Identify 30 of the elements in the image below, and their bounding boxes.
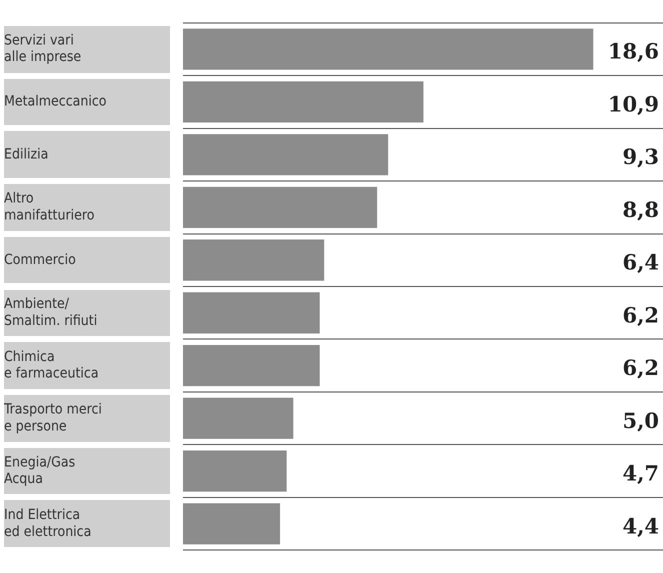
data-label: 5,0 <box>622 408 659 433</box>
bar <box>183 398 294 439</box>
bar <box>183 240 324 281</box>
y-tick-label: Metalmeccanico <box>4 94 107 110</box>
data-label: 4,4 <box>622 513 659 538</box>
data-label: 8,8 <box>622 196 659 222</box>
bar <box>183 292 320 334</box>
y-tick-label: Commercio <box>4 252 76 268</box>
bar <box>183 345 320 386</box>
bar <box>183 134 388 176</box>
data-label: 6,2 <box>622 302 659 328</box>
y-tick-label: Enegia/Gas Acqua <box>4 454 76 488</box>
bar <box>183 503 280 544</box>
data-label: 10,9 <box>608 91 659 116</box>
y-tick-label: Edilizia <box>4 146 48 162</box>
bar <box>183 28 594 70</box>
y-tick-label: Ind Elettrica ed elettronica <box>4 507 92 540</box>
y-tick-label: Altro manifatturiero <box>4 190 95 224</box>
y-tick-label: Trasporto merci e persone <box>3 402 102 434</box>
data-label: 18,6 <box>608 38 659 64</box>
data-label: 6,2 <box>622 355 659 380</box>
y-tick-label: Servizi vari alle imprese <box>4 32 82 66</box>
bar <box>183 186 378 228</box>
data-label: 6,4 <box>622 250 659 275</box>
bar <box>183 450 287 492</box>
data-label: 9,3 <box>622 144 659 170</box>
bar <box>183 81 424 122</box>
data-label: 4,7 <box>622 460 659 486</box>
y-tick-label: Chimica e farmaceutica <box>4 348 99 382</box>
y-tick-label: Ambiente/ Smaltim. rifiuti <box>4 296 98 329</box>
